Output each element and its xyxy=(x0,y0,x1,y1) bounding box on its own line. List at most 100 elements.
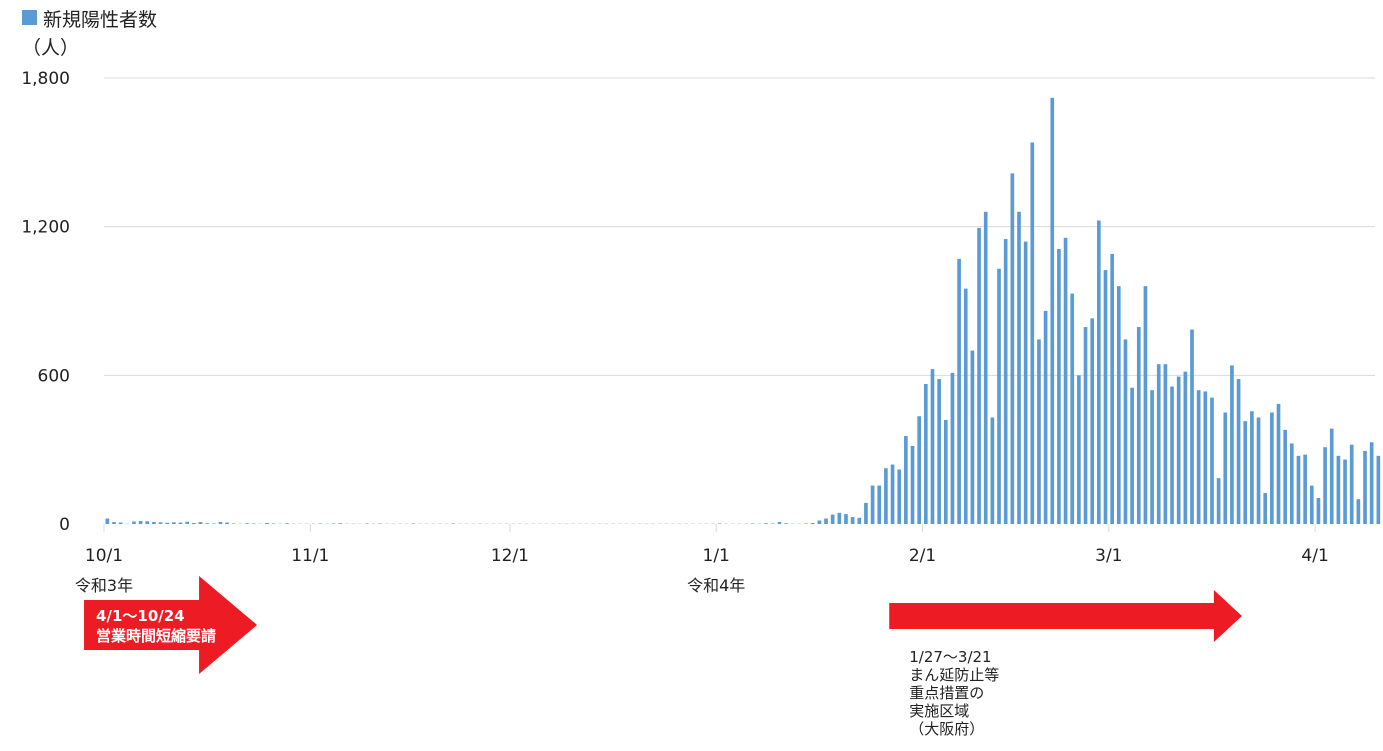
bar xyxy=(1257,417,1261,524)
bar xyxy=(937,379,941,524)
bar xyxy=(917,416,921,524)
bar xyxy=(1263,493,1267,524)
bar xyxy=(1077,375,1081,524)
bar xyxy=(1110,254,1114,524)
bar xyxy=(1203,391,1207,524)
y-axis-tick-labels: 0 600 1,200 1,800 xyxy=(21,69,70,535)
y-tick-label: 0 xyxy=(59,515,70,535)
bar xyxy=(232,524,236,525)
bar xyxy=(252,524,256,525)
annotation-text: 重点措置の xyxy=(909,684,984,702)
bar xyxy=(1130,388,1134,524)
bar xyxy=(824,519,828,524)
gridlines xyxy=(104,78,1375,375)
y-tick-label: 1,200 xyxy=(21,218,70,238)
bar xyxy=(1343,460,1347,524)
bar xyxy=(1011,173,1015,524)
y-axis-unit-label: （人） xyxy=(22,37,79,59)
bar xyxy=(1370,442,1374,524)
bar xyxy=(1217,478,1221,524)
bar xyxy=(1317,498,1321,524)
bar xyxy=(1290,443,1294,524)
bar xyxy=(338,523,342,524)
bar xyxy=(285,523,289,524)
bar xyxy=(185,522,189,524)
bar xyxy=(1197,390,1201,524)
bar xyxy=(1270,413,1274,525)
annotation-text: 営業時間短縮要請 xyxy=(96,627,216,645)
bar xyxy=(172,522,176,524)
bar xyxy=(212,524,216,525)
bar xyxy=(139,521,143,524)
bar xyxy=(804,524,808,525)
bar xyxy=(831,515,835,524)
bar xyxy=(1363,451,1367,524)
x-axis-tick-labels: 10/1 11/1 12/1 1/1 2/1 3/1 4/1 xyxy=(85,524,1329,566)
bar xyxy=(1050,98,1054,524)
bar xyxy=(911,446,915,524)
bar xyxy=(931,369,935,524)
bar xyxy=(1210,398,1214,524)
bar xyxy=(1297,456,1301,524)
bar xyxy=(718,524,722,525)
bar xyxy=(378,524,382,525)
bar xyxy=(1337,456,1341,524)
bar xyxy=(1243,421,1247,524)
bar xyxy=(864,503,868,524)
bar xyxy=(165,523,169,524)
bar xyxy=(1330,429,1334,524)
bar xyxy=(984,212,988,524)
annotation-text: 4/1〜10/24 xyxy=(96,607,185,625)
annotation-text: 1/27〜3/21 xyxy=(909,648,991,666)
x-tick-label: 12/1 xyxy=(491,546,529,566)
bar xyxy=(219,522,223,524)
bar xyxy=(837,513,841,524)
bar xyxy=(272,524,276,525)
bar xyxy=(1030,142,1034,524)
bar xyxy=(1084,327,1088,524)
bar xyxy=(851,517,855,524)
bar xyxy=(1177,377,1181,524)
bar xyxy=(877,486,881,524)
bar xyxy=(897,469,901,524)
bar xyxy=(192,523,196,524)
bar xyxy=(778,522,782,524)
bar xyxy=(179,523,183,524)
bar xyxy=(1044,311,1048,524)
legend-label: 新規陽性者数 xyxy=(43,9,157,31)
bar xyxy=(771,524,775,525)
bar xyxy=(1064,238,1068,524)
x-tick-label: 4/1 xyxy=(1301,546,1328,566)
bar xyxy=(1170,386,1174,524)
annotation-text: まん延防止等 xyxy=(909,666,999,684)
bar xyxy=(332,524,336,525)
bar xyxy=(1323,447,1327,524)
bar xyxy=(1350,445,1354,524)
bar xyxy=(891,465,895,524)
annotation-priority-measures: 1/27〜3/21まん延防止等重点措置の実施区域（大阪府） xyxy=(889,590,1242,738)
bar xyxy=(1124,339,1128,524)
arrow-shape xyxy=(889,590,1242,642)
bar xyxy=(1017,212,1021,524)
bar xyxy=(1037,339,1041,524)
annotation-text: （大阪府） xyxy=(909,720,984,738)
bar xyxy=(106,519,110,524)
bar xyxy=(1237,379,1241,524)
x-tick-label: 2/1 xyxy=(909,546,936,566)
bar xyxy=(1004,239,1008,524)
bar xyxy=(412,524,416,525)
period-annotations: 4/1〜10/24 営業時間短縮要請 1/27〜3/21まん延防止等重点措置の実施区… xyxy=(84,576,1242,738)
bar xyxy=(1070,294,1074,524)
bar xyxy=(318,524,322,525)
bar xyxy=(884,468,888,524)
bar xyxy=(1230,365,1234,524)
bar xyxy=(784,523,788,524)
bar xyxy=(971,351,975,524)
bar xyxy=(1250,411,1254,524)
x-tick-label: 10/1 xyxy=(85,546,123,566)
bar xyxy=(818,521,822,524)
bar xyxy=(1357,499,1361,524)
bar xyxy=(119,523,123,524)
bar xyxy=(1277,404,1281,524)
bar xyxy=(1190,329,1194,524)
